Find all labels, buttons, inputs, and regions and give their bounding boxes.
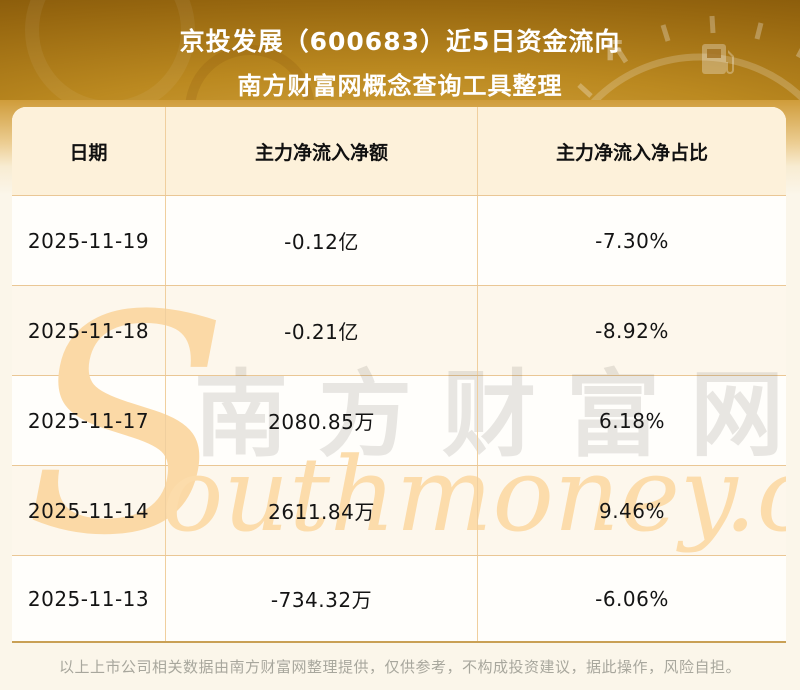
date-cell: 2025-11-17 xyxy=(12,376,166,465)
ratio-cell: -6.06% xyxy=(595,586,669,611)
ratio-cell: -8.92% xyxy=(595,318,669,343)
page-title: 京投发展（600683）近5日资金流向 xyxy=(179,27,621,56)
page-subtitle: 南方财富网概念查询工具整理 xyxy=(237,72,563,100)
ratio-cell: 9.46% xyxy=(598,498,666,523)
table-row: 2025-11-17 2080.85万 6.18% xyxy=(12,375,786,465)
table-row: 2025-11-14 2611.84万 9.46% xyxy=(12,465,786,555)
gauge-arc xyxy=(575,53,800,118)
date-cell: 2025-11-14 xyxy=(12,466,166,555)
table-row: 2025-11-13 -734.32万 -6.06% xyxy=(12,555,786,641)
date-cell: 2025-11-19 xyxy=(12,196,166,285)
amount-cell: 2611.84万 xyxy=(166,466,478,555)
date-cell: 2025-11-13 xyxy=(12,556,166,641)
amount-cell: -0.21亿 xyxy=(166,286,478,375)
footer: 以上上市公司相关数据由南方财富网整理提供，仅供参考，不构成投资建议，据此操作，风… xyxy=(0,643,800,690)
amount-cell: 2080.85万 xyxy=(166,376,478,465)
column-header-date: 日期 xyxy=(12,107,166,195)
ratio-cell: 6.18% xyxy=(598,408,666,433)
amount-cell: -0.12亿 xyxy=(166,196,478,285)
column-header-net-inflow: 主力净流入净额 xyxy=(166,107,478,195)
title-block: 京投发展（600683）近5日资金流向 南方财富网概念查询工具整理 xyxy=(0,22,800,101)
header-background: F xyxy=(0,0,800,118)
disclaimer-text: 以上上市公司相关数据由南方财富网整理提供，仅供参考，不构成投资建议，据此操作，风… xyxy=(58,658,741,676)
table-row: 2025-11-18 -0.21亿 -8.92% xyxy=(12,285,786,375)
ratio-cell: -7.30% xyxy=(595,228,669,253)
data-table: S 南方财富网 outhmoney.com 日期 主力净流入净额 主力净流入净占… xyxy=(12,107,786,643)
table-row: 2025-11-19 -0.12亿 -7.30% xyxy=(12,195,786,285)
table-header-row: 日期 主力净流入净额 主力净流入净占比 xyxy=(12,107,786,195)
amount-cell: -734.32万 xyxy=(166,556,478,641)
gauge-ticks xyxy=(577,15,800,98)
gauge-full-label: F xyxy=(605,34,624,67)
column-header-net-inflow-ratio: 主力净流入净占比 xyxy=(555,141,708,164)
gas-pump-icon xyxy=(702,44,734,74)
date-cell: 2025-11-18 xyxy=(12,286,166,375)
